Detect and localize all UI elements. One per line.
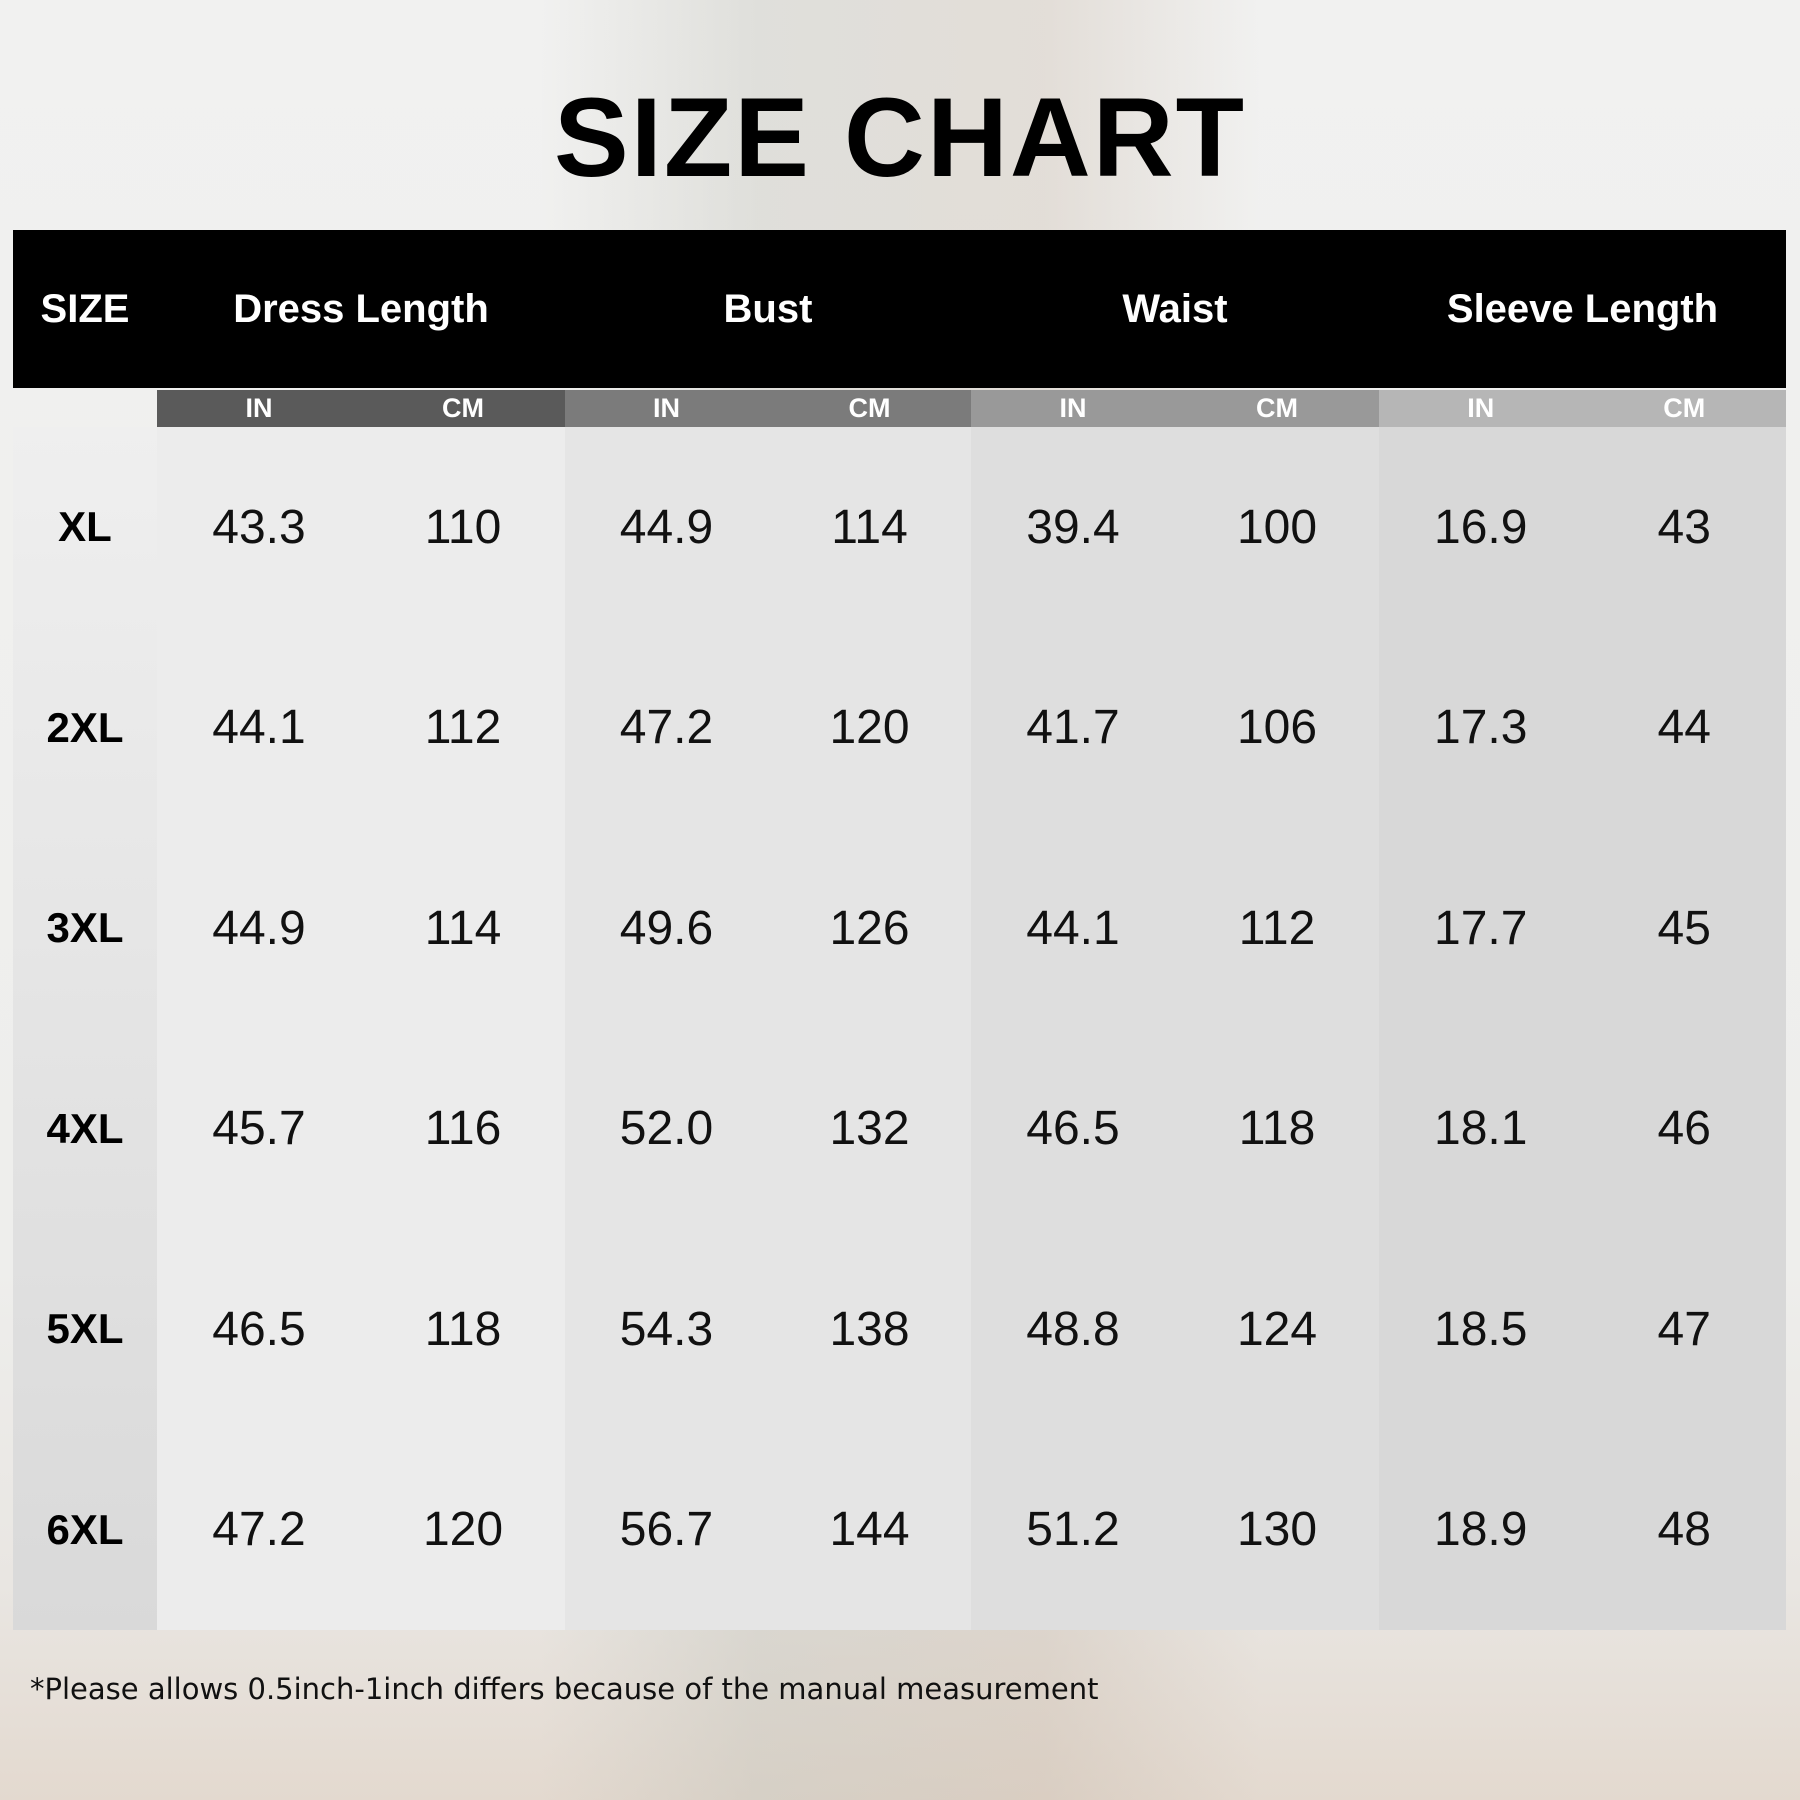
measurement-cell: 124 (1236, 1302, 1318, 1356)
group-column (565, 427, 971, 1630)
table-row: XL 43.3 110 44.9 114 39.4 100 16.9 43 (13, 427, 1786, 628)
measurement-cell: 110 (424, 500, 502, 554)
header-dress-length: Dress Length (233, 286, 489, 331)
measurement-cell: 44 (1657, 701, 1711, 755)
size-label: 6XL (46, 1505, 124, 1553)
measurement-cell: 49.6 (619, 901, 714, 955)
measurement-cell: 44.9 (619, 500, 714, 554)
table-row: 4XL 45.7 116 52.0 132 46.5 118 18.1 46 (13, 1029, 1786, 1230)
unit-label-cm: CM (1256, 393, 1298, 423)
unit-subheader: IN CM (157, 390, 565, 427)
measurement-cell: 16.9 (1434, 500, 1528, 554)
header-bust: Bust (723, 286, 813, 331)
unit-label-in: IN (1467, 393, 1495, 423)
header-size: SIZE (40, 286, 130, 331)
measurement-cell: 43.3 (212, 500, 306, 554)
measurement-cell: 44.1 (212, 701, 306, 755)
footnote: *Please allows 0.5inch-1inch differs bec… (30, 1672, 1099, 1706)
table-row: 3XL 44.9 114 49.6 126 44.1 112 17.7 45 (13, 828, 1786, 1029)
measurement-cell: 48.8 (1026, 1302, 1120, 1356)
measurement-cell: 44.9 (212, 901, 306, 955)
measurement-cell: 51.2 (1026, 1503, 1120, 1557)
unit-subheader: IN CM (971, 390, 1379, 427)
table-row: 6XL 47.2 120 56.7 144 51.2 130 18.9 48 (13, 1430, 1786, 1631)
measurement-cell: 46.5 (212, 1302, 306, 1356)
measurement-cell: 118 (424, 1302, 502, 1356)
header-waist: Waist (1122, 286, 1228, 331)
measurement-cell: 18.1 (1434, 1102, 1528, 1156)
page-title: SIZE CHART (554, 75, 1246, 200)
measurement-cell: 56.7 (619, 1503, 714, 1557)
measurement-cell: 144 (829, 1503, 910, 1557)
measurement-cell: 52.0 (619, 1102, 714, 1156)
measurement-cell: 118 (1238, 1102, 1316, 1156)
unit-label-in: IN (1059, 393, 1087, 423)
measurement-cell: 112 (424, 701, 502, 755)
measurement-cell: 112 (1238, 901, 1316, 955)
measurement-cell: 48 (1657, 1503, 1711, 1557)
unit-subheader: IN CM (1379, 390, 1786, 427)
table-header: SIZE Dress Length Bust Waist Sleeve Leng… (13, 230, 1786, 388)
measurement-cell: 43 (1657, 500, 1711, 554)
measurement-cell: 46 (1657, 1102, 1711, 1156)
measurement-cell: 45 (1657, 901, 1711, 955)
measurement-cell: 120 (829, 701, 910, 755)
measurement-cell: 45.7 (212, 1102, 306, 1156)
measurement-cell: 39.4 (1026, 500, 1120, 554)
unit-subheader: IN CM (565, 390, 971, 427)
unit-label-in: IN (653, 393, 680, 423)
measurement-cell: 120 (422, 1503, 504, 1557)
measurement-cell: 100 (1236, 500, 1318, 554)
unit-label-in: IN (245, 393, 273, 423)
size-label: 3XL (46, 904, 124, 952)
header-sleeve-length: Sleeve Length (1446, 286, 1719, 331)
size-label: 2XL (46, 703, 124, 751)
measurement-cell: 41.7 (1026, 701, 1120, 755)
measurement-cell: 54.3 (619, 1302, 714, 1356)
size-label: XL (58, 503, 112, 551)
unit-label-cm: CM (1663, 393, 1706, 423)
measurement-cell: 130 (1236, 1503, 1318, 1557)
measurement-cell: 18.5 (1434, 1302, 1528, 1356)
measurement-cell: 114 (831, 500, 908, 554)
table-row: 2XL 44.1 112 47.2 120 41.7 106 17.3 44 (13, 628, 1786, 829)
measurement-cell: 47 (1657, 1302, 1711, 1356)
unit-label-cm: CM (848, 393, 891, 423)
measurement-cell: 116 (424, 1102, 502, 1156)
size-label: 4XL (46, 1104, 124, 1152)
size-label: 5XL (46, 1305, 124, 1353)
measurement-cell: 46.5 (1026, 1102, 1120, 1156)
measurement-cell: 114 (424, 901, 502, 955)
measurement-cell: 47.2 (212, 1503, 306, 1557)
measurement-cell: 17.7 (1434, 901, 1528, 955)
measurement-cell: 138 (829, 1302, 910, 1356)
measurement-cell: 17.3 (1434, 701, 1528, 755)
group-column (157, 427, 565, 1630)
unit-label-cm: CM (442, 393, 484, 423)
table-row: 5XL 46.5 118 54.3 138 48.8 124 18.5 47 (13, 1229, 1786, 1430)
measurement-cell: 132 (829, 1102, 910, 1156)
group-column (1379, 427, 1786, 1630)
measurement-cell: 47.2 (619, 701, 714, 755)
measurement-cell: 106 (1236, 701, 1318, 755)
measurement-cell: 44.1 (1026, 901, 1120, 955)
measurement-cell: 126 (829, 901, 910, 955)
size-column (13, 427, 157, 1630)
measurement-cell: 18.9 (1434, 1503, 1528, 1557)
group-column (971, 427, 1379, 1630)
